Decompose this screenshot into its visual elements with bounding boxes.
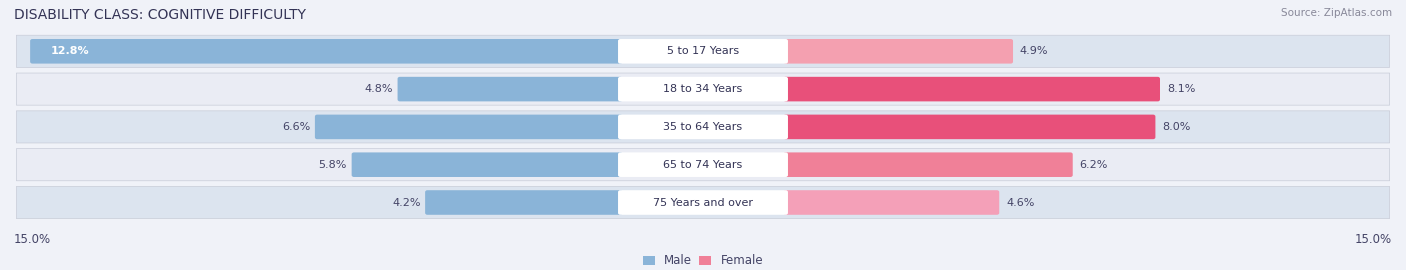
FancyBboxPatch shape bbox=[425, 190, 623, 215]
Text: 4.2%: 4.2% bbox=[392, 197, 420, 208]
Text: 12.8%: 12.8% bbox=[51, 46, 90, 56]
Text: Source: ZipAtlas.com: Source: ZipAtlas.com bbox=[1281, 8, 1392, 18]
Legend: Male, Female: Male, Female bbox=[638, 250, 768, 270]
FancyBboxPatch shape bbox=[619, 190, 787, 215]
FancyBboxPatch shape bbox=[398, 77, 623, 101]
FancyBboxPatch shape bbox=[17, 35, 1389, 68]
Text: 5 to 17 Years: 5 to 17 Years bbox=[666, 46, 740, 56]
FancyBboxPatch shape bbox=[352, 152, 623, 177]
FancyBboxPatch shape bbox=[783, 152, 1073, 177]
FancyBboxPatch shape bbox=[315, 114, 623, 139]
Text: 4.6%: 4.6% bbox=[1007, 197, 1035, 208]
FancyBboxPatch shape bbox=[783, 190, 1000, 215]
FancyBboxPatch shape bbox=[17, 73, 1389, 105]
Text: 8.0%: 8.0% bbox=[1163, 122, 1191, 132]
Text: 15.0%: 15.0% bbox=[1355, 234, 1392, 247]
FancyBboxPatch shape bbox=[17, 186, 1389, 218]
FancyBboxPatch shape bbox=[619, 152, 787, 177]
Text: 4.9%: 4.9% bbox=[1019, 46, 1049, 56]
Text: 35 to 64 Years: 35 to 64 Years bbox=[664, 122, 742, 132]
Text: 65 to 74 Years: 65 to 74 Years bbox=[664, 160, 742, 170]
FancyBboxPatch shape bbox=[783, 39, 1012, 63]
FancyBboxPatch shape bbox=[17, 111, 1389, 143]
Text: 18 to 34 Years: 18 to 34 Years bbox=[664, 84, 742, 94]
Text: 6.2%: 6.2% bbox=[1080, 160, 1108, 170]
Text: 75 Years and over: 75 Years and over bbox=[652, 197, 754, 208]
FancyBboxPatch shape bbox=[619, 114, 787, 139]
FancyBboxPatch shape bbox=[783, 77, 1160, 101]
Text: 5.8%: 5.8% bbox=[319, 160, 347, 170]
Text: 4.8%: 4.8% bbox=[364, 84, 392, 94]
Text: 6.6%: 6.6% bbox=[283, 122, 311, 132]
FancyBboxPatch shape bbox=[30, 39, 623, 63]
FancyBboxPatch shape bbox=[17, 148, 1389, 181]
Text: 8.1%: 8.1% bbox=[1167, 84, 1195, 94]
FancyBboxPatch shape bbox=[619, 77, 787, 101]
Text: 15.0%: 15.0% bbox=[14, 234, 51, 247]
Text: DISABILITY CLASS: COGNITIVE DIFFICULTY: DISABILITY CLASS: COGNITIVE DIFFICULTY bbox=[14, 8, 307, 22]
FancyBboxPatch shape bbox=[619, 39, 787, 63]
FancyBboxPatch shape bbox=[783, 114, 1156, 139]
